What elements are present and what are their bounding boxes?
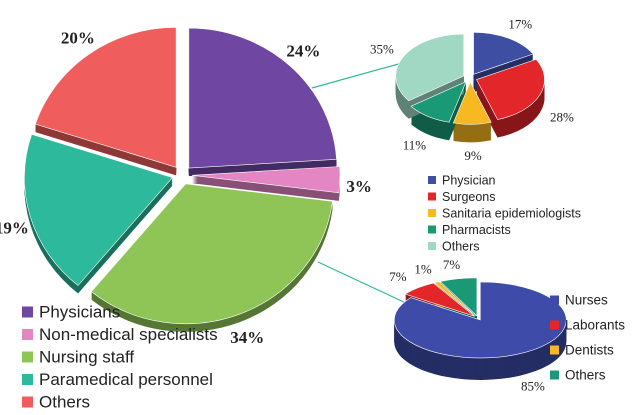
- slice: [410, 80, 467, 123]
- value-label: 28%: [550, 109, 574, 124]
- legend-label: Non-medical specialists: [39, 325, 218, 344]
- legend-label: Surgeons: [442, 190, 496, 204]
- value-label: 9%: [464, 148, 482, 163]
- value-label: 35%: [370, 41, 394, 56]
- value-label: 85%: [521, 379, 545, 394]
- legend-swatch: [550, 370, 559, 380]
- legend-swatch: [428, 176, 436, 184]
- legend-swatch: [22, 306, 33, 318]
- legend-swatch: [428, 192, 436, 201]
- slice: [393, 281, 567, 359]
- legend-label: Pharmacists: [442, 223, 511, 237]
- slice: [473, 31, 534, 75]
- legend-swatch: [22, 396, 33, 408]
- legend-swatch: [550, 295, 559, 305]
- value-label: 19%: [0, 219, 29, 238]
- slice: [476, 59, 545, 120]
- value-label: 34%: [230, 328, 264, 347]
- legend-label: Dentists: [565, 343, 614, 358]
- slice: [395, 33, 465, 102]
- legend-swatch: [22, 329, 33, 340]
- slice: [191, 166, 341, 194]
- legend-label: Others: [39, 392, 90, 411]
- legend-swatch: [428, 242, 436, 250]
- legend-swatch: [550, 345, 559, 355]
- value-label: 7%: [443, 257, 461, 272]
- legend-label: Physician: [442, 173, 496, 187]
- value-label: 1%: [414, 261, 432, 276]
- legend-swatch: [22, 374, 33, 385]
- legend-swatch: [22, 351, 33, 363]
- slice: [404, 282, 475, 317]
- slice: [34, 27, 177, 168]
- legend-label: Laborants: [565, 318, 625, 333]
- value-label: 24%: [286, 42, 320, 61]
- legend-label: Nurses: [565, 293, 608, 308]
- slice: [439, 277, 478, 317]
- legend-label: Paramedical personnel: [39, 370, 213, 389]
- slice: [452, 81, 492, 125]
- value-label: 20%: [61, 28, 95, 47]
- value-label: 11%: [403, 137, 427, 152]
- legend-swatch: [428, 225, 436, 234]
- value-label: 7%: [389, 269, 407, 284]
- legend-swatch: [550, 320, 559, 330]
- value-label: 3%: [346, 177, 372, 196]
- slice: [433, 281, 476, 317]
- legend-label: Nursing staff: [39, 347, 134, 366]
- value-label: 17%: [508, 16, 532, 31]
- slice: [188, 27, 337, 169]
- legend-label: Physicians: [39, 302, 120, 321]
- legend-label: Others: [442, 239, 480, 253]
- legend-label: Sanitaria epidemiologists: [442, 206, 581, 220]
- legend-swatch: [428, 209, 436, 217]
- legend-label: Others: [565, 368, 606, 383]
- slice: [24, 134, 173, 286]
- slice: [90, 183, 333, 325]
